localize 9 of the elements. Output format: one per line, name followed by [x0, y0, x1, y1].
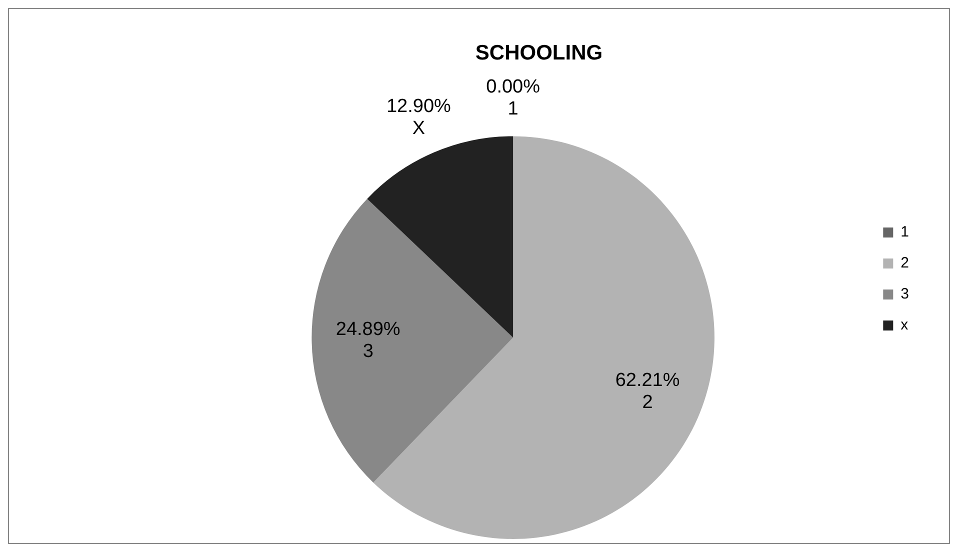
legend-label: 1: [900, 224, 909, 241]
data-label: 24.89% 3: [336, 318, 400, 362]
data-label: 62.21% 2: [615, 370, 680, 414]
legend-label: 2: [900, 254, 909, 272]
legend-label: 3: [900, 286, 909, 303]
data-label: 12.90% X: [386, 96, 452, 139]
legend-label: x: [900, 316, 909, 334]
text: 0.00% 1: [486, 76, 540, 120]
chart-title: SCHOOLING: [475, 41, 603, 64]
